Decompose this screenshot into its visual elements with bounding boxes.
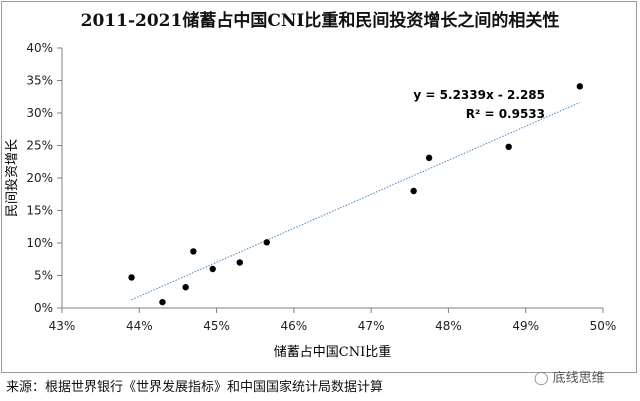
watermark: ◯ 底线思维: [534, 367, 605, 386]
y-tick-label: 5%: [34, 269, 53, 283]
y-tick-label: 15%: [26, 204, 53, 218]
y-tick-label: 25%: [26, 139, 53, 153]
data-point: [505, 143, 512, 150]
x-axis-label: 储蓄占中国CNI比重: [274, 344, 391, 360]
watermark-text: 底线思维: [552, 371, 605, 386]
data-point: [410, 187, 417, 195]
chart-frame: [1, 1, 637, 373]
data-points: [128, 83, 584, 306]
data-point: [209, 265, 216, 273]
chart-title: 2011-2021储蓄占中国CNI比重和民间投资增长之间的相关性: [80, 11, 560, 31]
data-point: [182, 284, 189, 291]
trendline: [131, 101, 581, 301]
data-point: [190, 248, 197, 255]
y-tick-label: 40%: [26, 41, 53, 55]
x-tick-label: 46%: [281, 319, 308, 333]
source-note: 来源：根据世界银行《世界发展指标》和中国国家统计局数据计算: [6, 380, 384, 395]
x-tick-label: 43%: [49, 319, 76, 333]
data-point: [128, 274, 135, 281]
tick-labels: 43% 44% 45% 46% 47% 48% 49% 50% 0% 5% 10% 15% 20% 25%…: [26, 41, 616, 333]
y-tick-label: 10%: [26, 236, 53, 250]
y-tick-label: 0%: [34, 301, 53, 315]
x-tick-label: 44%: [126, 319, 153, 333]
data-point: [263, 239, 271, 246]
wechat-icon: ◯: [534, 371, 549, 386]
x-tick-label: 45%: [203, 319, 230, 333]
y-axis-label: 民间投资增长: [4, 139, 20, 217]
data-point: [576, 83, 584, 90]
y-tick-label: 35%: [26, 74, 53, 88]
equation-label: y = 5.2339x - 2.285: [413, 88, 545, 102]
r-squared-label: R² = 0.9533: [466, 107, 545, 121]
data-point: [159, 298, 166, 306]
axes: [57, 47, 604, 313]
x-tick-label: 48%: [435, 319, 462, 333]
data-point: [425, 154, 433, 162]
x-tick-label: 50%: [590, 319, 617, 333]
x-tick-label: 47%: [358, 319, 385, 333]
data-point: [236, 259, 243, 266]
x-tick-label: 49%: [512, 319, 539, 333]
y-tick-label: 30%: [26, 106, 53, 120]
y-tick-label: 20%: [26, 171, 53, 185]
